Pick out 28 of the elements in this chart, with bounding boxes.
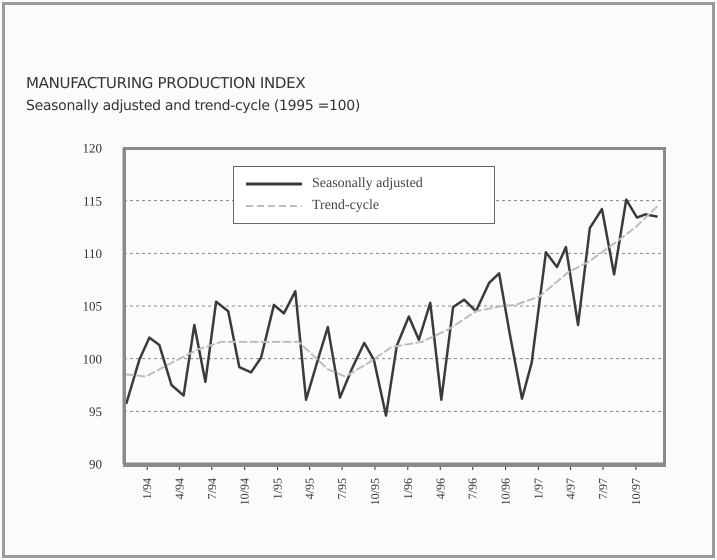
y-tick-label: 95 (89, 404, 102, 419)
x-tick-label: 1/96 (400, 478, 415, 500)
x-tick-label: 10/97 (628, 478, 643, 506)
x-tick-label: 1/97 (531, 478, 546, 500)
y-tick-label: 100 (82, 351, 102, 366)
x-tick-label: 4/94 (172, 478, 186, 500)
legend-label: Seasonally adjusted (312, 176, 423, 192)
x-tick-label: 10/94 (238, 478, 252, 506)
legend-label: Trend-cycle (312, 198, 380, 214)
y-tick-label: 90 (89, 456, 102, 472)
x-tick-label: 10/96 (498, 478, 513, 506)
x-tick-label: 10/95 (368, 478, 382, 506)
chart-title: MANUFACTURING PRODUCTION INDEX (26, 74, 306, 92)
x-tick-label: 7/96 (466, 478, 480, 500)
y-tick-label: 110 (82, 246, 102, 261)
x-tick-label: 1/94 (140, 478, 154, 500)
y-tick-label: 120 (82, 140, 102, 156)
y-tick-label: 105 (82, 298, 102, 314)
x-tick-label: 7/95 (335, 478, 350, 500)
x-tick-label: 7/97 (596, 478, 610, 500)
x-tick-label: 4/96 (433, 478, 448, 500)
x-tick-label: 1/95 (270, 478, 284, 500)
chart-subtitle: Seasonally adjusted and trend-cycle (1995 =100) (26, 98, 360, 114)
x-tick-label: 4/97 (564, 478, 578, 500)
x-tick-label: 7/94 (204, 478, 219, 500)
line-series (125, 198, 658, 417)
y-tick-label: 115 (82, 193, 102, 208)
x-tick-label: 4/95 (302, 478, 317, 500)
